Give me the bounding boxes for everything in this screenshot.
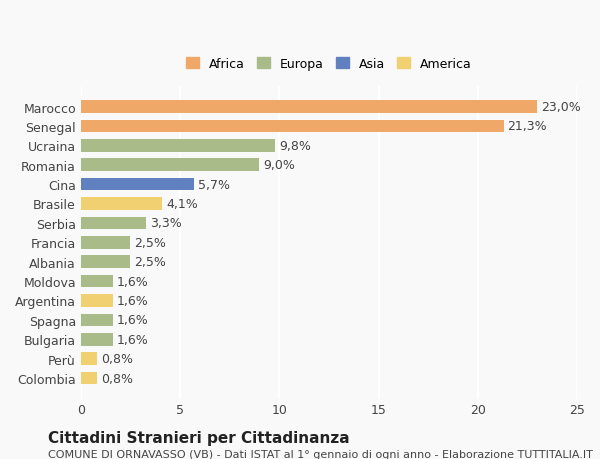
Text: 1,6%: 1,6% [116, 294, 148, 307]
Text: 0,8%: 0,8% [101, 353, 133, 365]
Text: 23,0%: 23,0% [541, 101, 581, 114]
Bar [81, 179, 194, 191]
Text: 0,8%: 0,8% [101, 372, 133, 385]
Bar [81, 120, 503, 133]
Text: 1,6%: 1,6% [116, 275, 148, 288]
Text: COMUNE DI ORNAVASSO (VB) - Dati ISTAT al 1° gennaio di ogni anno - Elaborazione : COMUNE DI ORNAVASSO (VB) - Dati ISTAT al… [48, 449, 593, 459]
Text: 3,3%: 3,3% [151, 217, 182, 230]
Text: 1,6%: 1,6% [116, 313, 148, 327]
Bar [81, 217, 146, 230]
Text: 2,5%: 2,5% [134, 256, 166, 269]
Bar [81, 159, 259, 172]
Text: 21,3%: 21,3% [508, 120, 547, 133]
Text: 1,6%: 1,6% [116, 333, 148, 346]
Bar [81, 198, 162, 210]
Bar [81, 333, 113, 346]
Text: 9,0%: 9,0% [263, 159, 295, 172]
Legend: Africa, Europa, Asia, America: Africa, Europa, Asia, America [181, 52, 476, 75]
Bar [81, 236, 130, 249]
Text: 9,8%: 9,8% [280, 140, 311, 152]
Text: 4,1%: 4,1% [166, 197, 198, 211]
Text: Cittadini Stranieri per Cittadinanza: Cittadini Stranieri per Cittadinanza [48, 430, 350, 445]
Bar [81, 256, 130, 269]
Bar [81, 372, 97, 385]
Bar [81, 140, 275, 152]
Bar [81, 314, 113, 326]
Bar [81, 275, 113, 288]
Bar [81, 101, 538, 113]
Bar [81, 295, 113, 307]
Text: 5,7%: 5,7% [198, 178, 230, 191]
Text: 2,5%: 2,5% [134, 236, 166, 249]
Bar [81, 353, 97, 365]
